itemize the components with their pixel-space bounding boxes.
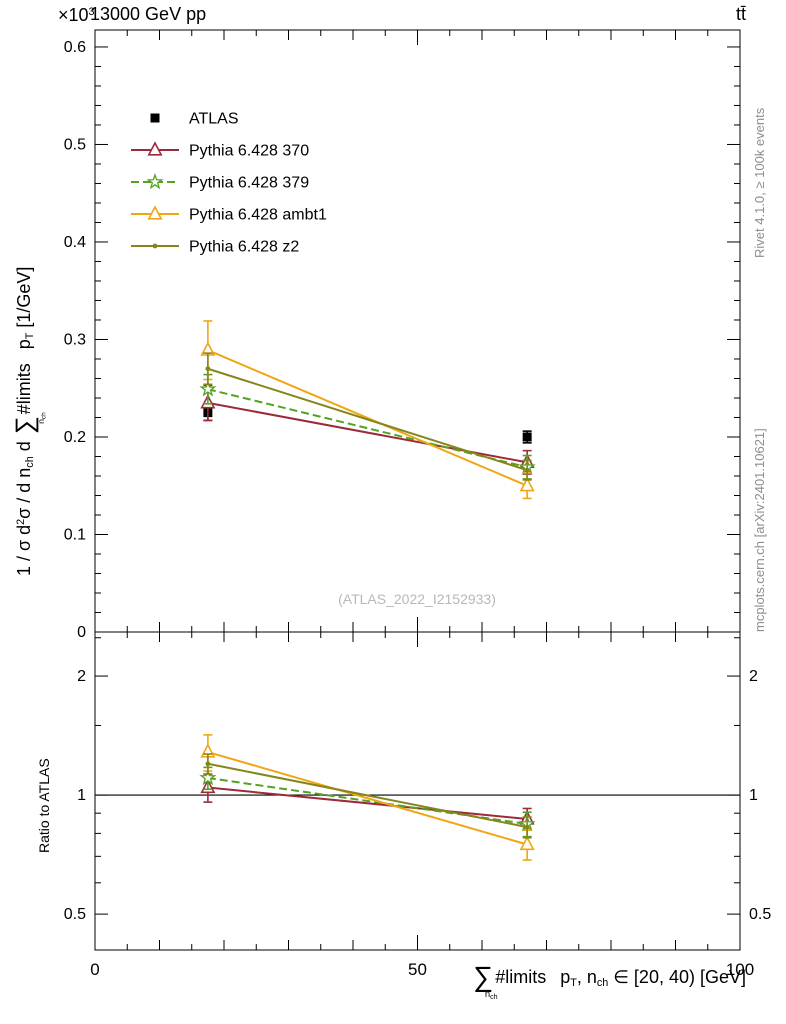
tick-label: 100: [726, 960, 754, 979]
series-pythia-6-428-z2: [203, 352, 532, 839]
sum-sub-n: n: [36, 419, 47, 424]
sum-glyph: ∑: [11, 416, 39, 435]
tick-labels: 0 0.1 0.2 0.3 0.4 0.5 0.6 0.5 0.5 1 1 2 2 0 50 100: [64, 39, 772, 979]
scale-base: ×10: [58, 5, 89, 25]
y-title-unit: [1/GeV]: [14, 266, 34, 333]
y-title-pt-sub: T: [24, 332, 37, 340]
legend-label: Pythia 6.428 379: [189, 175, 309, 192]
ratio-axis-title: Ratio to ATLAS: [36, 758, 52, 853]
tick-label: 0.6: [64, 39, 86, 56]
tick-label: 0: [77, 624, 86, 641]
sum-subscript: nch: [485, 990, 498, 1001]
y-title-sup: 2: [15, 518, 28, 525]
y-axis-title: 1 / σ d2σ / d nch d ∑ nch #limitspT [1/GeV…: [11, 266, 48, 576]
generator-version-note: Rivet 4.1.0, ≥ 100k events: [752, 107, 767, 258]
tick-label: 0: [90, 960, 99, 979]
y-title-limits: #limits: [14, 363, 34, 415]
tick-label: 0.5: [64, 136, 86, 153]
sum-symbol: ∑ nch: [473, 961, 497, 1001]
legend-label: ATLAS: [189, 111, 239, 128]
sum-sub-ch: ch: [490, 992, 498, 1001]
tick-label: 0.4: [64, 234, 86, 251]
process-label: tt̄: [735, 4, 746, 24]
page-title: 13000 GeV pp: [90, 4, 207, 24]
tick-label: 0.1: [64, 526, 86, 543]
tick-label: 0.3: [64, 331, 86, 348]
legend-entry-pythia-6-428-ambt1: Pythia 6.428 ambt1: [131, 205, 327, 224]
mcplots-arxiv-note: mcplots.cern.ch [arXiv:2401.10621]: [752, 428, 767, 632]
tick-label: 0.2: [64, 429, 86, 446]
ratio-frame: [94, 631, 741, 951]
y-title-sub: ch: [24, 456, 37, 468]
x-axis-title: ∑ nch #limits pT, nch ∈ [20, 40) [GeV]: [471, 961, 746, 1001]
y-axis-scale-factor: ×103: [58, 5, 95, 26]
legend-label: Pythia 6.428 ambt1: [189, 207, 327, 224]
y-title-pt: p: [14, 339, 34, 350]
x-title-pt-sub: T: [570, 977, 577, 990]
sum-subscript: nch: [36, 412, 48, 424]
axes: [94, 29, 741, 951]
tick-label: 0.5: [64, 906, 86, 923]
series-pythia-6-428-370: [200, 384, 535, 832]
legend-entry-pythia-6-428-370: Pythia 6.428 370: [131, 141, 309, 160]
legend-entry-pythia-6-428-z2: Pythia 6.428 z2: [131, 239, 299, 256]
y-title-part: d: [14, 436, 34, 457]
x-title-rest: , n: [576, 967, 597, 987]
scale-exponent: 3: [88, 6, 95, 19]
analysis-watermark: (ATLAS_2022_I2152933): [338, 591, 496, 607]
x-title-limits: #limits: [495, 967, 547, 987]
legend-entry-pythia-6-428-379: Pythia 6.428 379: [131, 173, 309, 192]
tick-label: 2: [77, 668, 86, 685]
sum-symbol: ∑ nch: [11, 412, 48, 435]
sum-sub-ch: ch: [40, 412, 48, 420]
y-title-part: σ / d n: [14, 467, 34, 519]
y-title-part: 1 / σ d: [14, 524, 34, 576]
sum-glyph: ∑: [473, 961, 494, 992]
legend: ATLAS Pythia 6.428 370 Pythia 6.428 379 Pyt…: [131, 111, 327, 256]
tick-label: 0.5: [749, 906, 771, 923]
x-title-range: ∈ [20, 40) [GeV]: [608, 967, 746, 987]
legend-label: Pythia 6.428 z2: [189, 239, 299, 256]
x-title-rest-sub: ch: [596, 977, 609, 990]
tick-label: 1: [77, 787, 86, 804]
legend-entry-atlas: ATLAS: [150, 111, 239, 128]
sum-sub-n: n: [484, 988, 491, 1000]
legend-label: Pythia 6.428 370: [189, 143, 309, 160]
tick-label: 2: [749, 668, 758, 685]
tick-label: 50: [408, 960, 427, 979]
tick-label: 1: [749, 787, 758, 804]
x-title-pt: p: [560, 967, 571, 987]
